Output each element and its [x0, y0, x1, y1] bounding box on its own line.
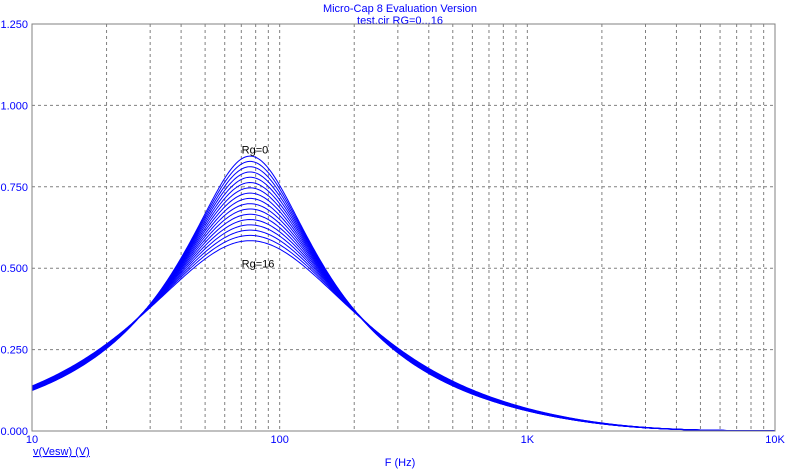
series-line-rg-1: [31, 160, 775, 432]
series-line-rg-3: [31, 171, 776, 432]
series-line-rg-5: [31, 182, 776, 432]
series-line-rg-6: [31, 187, 776, 432]
x-tick-label: 10K: [765, 434, 785, 446]
annotations: Rg=0 Rg=16: [242, 144, 275, 270]
y-tick-label: 0.750: [0, 182, 28, 194]
annotation-label: Rg=16: [242, 258, 275, 270]
series-line-rg-9: [31, 203, 776, 432]
annotation-label: Rg=0: [242, 144, 269, 156]
y-tick-label: 0.500: [0, 263, 28, 275]
chart-subtitle: test.cir RG=0...16: [357, 15, 443, 27]
series-line-rg-10: [31, 208, 775, 432]
y-axis-ticks: 0.000 0.250 0.500 0.750 1.000 1.250: [0, 19, 28, 438]
x-axis-label: F (Hz): [385, 457, 416, 469]
plot-frame: [31, 23, 776, 432]
series-line-rg-11: [31, 213, 775, 432]
y-tick-label: 0.000: [0, 426, 28, 438]
x-axis-ticks: 10 100 1K 10K: [26, 434, 786, 446]
series-line-rg-14: [31, 229, 776, 432]
y-axis-label: v(Vesw) (V): [33, 446, 90, 458]
x-tick-label: 100: [270, 434, 288, 446]
series-line-rg-2: [31, 166, 776, 432]
series-line-rg-13: [31, 224, 776, 432]
series-line-rg-0: [31, 155, 775, 432]
x-tick-label: 1K: [521, 434, 535, 446]
y-tick-label: 1.000: [0, 100, 28, 112]
chart-title: Micro-Cap 8 Evaluation Version: [323, 3, 477, 15]
y-tick-label: 1.250: [0, 19, 28, 31]
series-line-rg-12: [31, 219, 776, 432]
series-line-rg-8: [31, 197, 776, 432]
series-line-rg-15: [31, 234, 776, 432]
grid: [32, 24, 775, 431]
plot-curves: [31, 155, 776, 432]
series-line-rg-16: [31, 240, 776, 432]
x-tick-label: 10: [26, 434, 38, 446]
series-line-rg-4: [31, 176, 776, 432]
y-tick-label: 0.250: [0, 345, 28, 357]
